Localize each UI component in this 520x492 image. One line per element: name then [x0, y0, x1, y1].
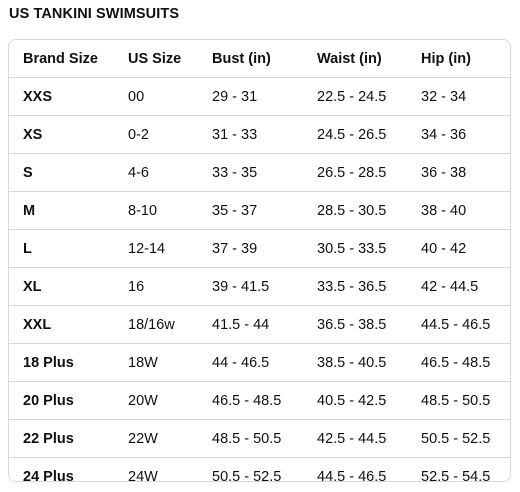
cell-us-size: 16: [114, 267, 198, 306]
cell-hip: 48.5 - 50.5: [407, 381, 510, 420]
cell-brand-size: M: [9, 191, 114, 230]
table-row: XXS 00 29 - 31 22.5 - 24.5 32 - 34: [9, 78, 510, 116]
table-row: XXL 18/16w 41.5 - 44 36.5 - 38.5 44.5 - …: [9, 305, 510, 344]
cell-hip: 32 - 34: [421, 88, 467, 105]
column-header-waist: Waist (in): [303, 40, 407, 78]
table-row: XL 16 39 - 41.5 33.5 - 36.5 42 - 44.5: [9, 267, 510, 306]
cell-bust: 48.5 - 50.5: [198, 419, 303, 458]
cell-brand-size: XS: [9, 115, 114, 154]
cell-hip: 46.5 - 48.5: [407, 343, 510, 382]
cell-us-size: 12-14: [114, 229, 198, 268]
size-chart: Brand Size US Size Bust (in) Waist (in) …: [8, 39, 511, 482]
cell-brand-size: S: [9, 153, 114, 192]
cell-hip: 42 - 44.5: [407, 267, 510, 306]
cell-us-size: 18W: [114, 343, 198, 382]
cell-brand-size: XXL: [9, 305, 114, 344]
column-header-bust: Bust (in): [198, 40, 303, 78]
cell-hip: 44.5 - 46.5: [407, 305, 510, 344]
cell-waist: 24.5 - 26.5: [303, 115, 407, 154]
cell-bust: 37 - 39: [198, 229, 303, 268]
cell-us-size: 8-10: [114, 191, 198, 230]
cell-brand-size: 20 Plus: [9, 381, 114, 420]
cell-us-size: 24W: [114, 457, 198, 481]
cell-us-size: 20W: [114, 381, 198, 420]
table-row: 24 Plus 24W 50.5 - 52.5 44.5 - 46.5 52.5…: [9, 457, 510, 481]
cell-brand-size: 22 Plus: [9, 419, 114, 458]
cell-bust: 46.5 - 48.5: [198, 381, 303, 420]
size-table: Brand Size US Size Bust (in) Waist (in) …: [9, 40, 510, 481]
cell-bust: 39 - 41.5: [198, 267, 303, 306]
table-row: 20 Plus 20W 46.5 - 48.5 40.5 - 42.5 48.5…: [9, 381, 510, 420]
header-row: Brand Size US Size Bust (in) Waist (in) …: [9, 40, 510, 78]
column-header-brand-size: Brand Size: [9, 40, 114, 78]
cell-bust: 33 - 35: [198, 153, 303, 192]
cell-waist: 28.5 - 30.5: [303, 191, 407, 230]
cell-brand-size: 18 Plus: [9, 343, 114, 382]
table-row: S 4-6 33 - 35 26.5 - 28.5 36 - 38: [9, 153, 510, 192]
cell-waist: 33.5 - 36.5: [303, 267, 407, 306]
cell-waist: 38.5 - 40.5: [303, 343, 407, 382]
cell-hip: 36 - 38: [407, 153, 510, 192]
cell-us-size: 00: [128, 88, 145, 105]
cell-waist: 36.5 - 38.5: [303, 305, 407, 344]
cell-us-size: 0-2: [114, 115, 198, 154]
cell-bust: 50.5 - 52.5: [198, 457, 303, 481]
cell-waist: 44.5 - 46.5: [303, 457, 407, 481]
cell-waist: 26.5 - 28.5: [303, 153, 407, 192]
cell-us-size: 22W: [114, 419, 198, 458]
cell-waist: 42.5 - 44.5: [303, 419, 407, 458]
cell-bust: 29 - 31: [212, 88, 258, 105]
cell-hip: 38 - 40: [407, 191, 510, 230]
cell-hip: 40 - 42: [407, 229, 510, 268]
cell-brand-size: 24 Plus: [9, 457, 114, 481]
page-title: US TANKINI SWIMSUITS: [9, 6, 180, 22]
cell-waist: 40.5 - 42.5: [303, 381, 407, 420]
cell-brand-size: XL: [9, 267, 114, 306]
cell-waist: 30.5 - 33.5: [303, 229, 407, 268]
table-row: XS 0-2 31 - 33 24.5 - 26.5 34 - 36: [9, 115, 510, 154]
table-row: 22 Plus 22W 48.5 - 50.5 42.5 - 44.5 50.5…: [9, 419, 510, 458]
column-header-us-size: US Size: [114, 40, 198, 78]
cell-bust: 41.5 - 44: [198, 305, 303, 344]
cell-waist: 22.5 - 24.5: [317, 88, 387, 105]
cell-us-size: 18/16w: [114, 305, 198, 344]
cell-brand-size: XXS: [23, 88, 53, 105]
table-row: L 12-14 37 - 39 30.5 - 33.5 40 - 42: [9, 229, 510, 268]
table-row: 18 Plus 18W 44 - 46.5 38.5 - 40.5 46.5 -…: [9, 343, 510, 382]
cell-brand-size: L: [9, 229, 114, 268]
cell-hip: 52.5 - 54.5: [407, 457, 510, 481]
cell-hip: 50.5 - 52.5: [407, 419, 510, 458]
cell-us-size: 4-6: [114, 153, 198, 192]
cell-bust: 31 - 33: [198, 115, 303, 154]
column-header-hip: Hip (in): [407, 40, 510, 78]
cell-bust: 44 - 46.5: [198, 343, 303, 382]
table-row: M 8-10 35 - 37 28.5 - 30.5 38 - 40: [9, 191, 510, 230]
cell-hip: 34 - 36: [407, 115, 510, 154]
cell-bust: 35 - 37: [198, 191, 303, 230]
